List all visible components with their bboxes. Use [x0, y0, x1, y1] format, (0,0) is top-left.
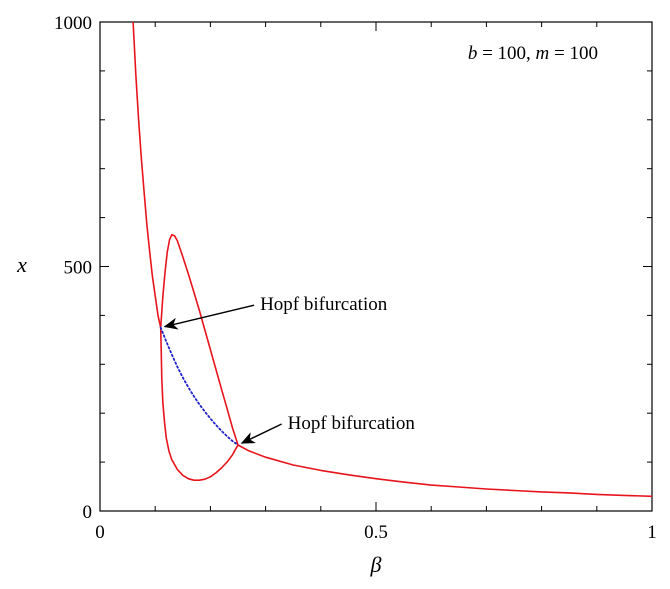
stable-branch-line — [237, 444, 653, 498]
plot-frame — [99, 21, 653, 512]
parameter-label: b = 100, m = 100 — [468, 43, 598, 64]
x-tick-label: 0.5 — [364, 522, 388, 543]
axis-tick-labels: 0 0.5 1 0 500 1000 — [54, 13, 657, 543]
y-axis-label: x — [16, 252, 27, 277]
annotation-label: Hopf bifurcation — [260, 294, 388, 315]
stable-branch-line — [159, 233, 239, 446]
x-tick-label: 1 — [647, 522, 657, 543]
axis-ticks — [99, 21, 653, 512]
y-tick-label: 1000 — [54, 13, 92, 34]
stable-branch-line — [132, 21, 162, 328]
unstable-branch-line — [159, 326, 239, 446]
annotation-arrow — [163, 304, 255, 330]
y-tick-label: 0 — [83, 502, 93, 523]
x-tick-label: 0 — [95, 522, 105, 543]
chart-annotations: Hopf bifurcation Hopf bifurcation — [163, 294, 416, 444]
annotation-label: Hopf bifurcation — [288, 413, 416, 434]
y-tick-label: 500 — [64, 258, 93, 279]
stable-branch-line — [159, 327, 239, 481]
x-axis-label: β — [370, 552, 382, 577]
chart-series — [132, 21, 653, 498]
annotation-arrow — [240, 423, 282, 444]
